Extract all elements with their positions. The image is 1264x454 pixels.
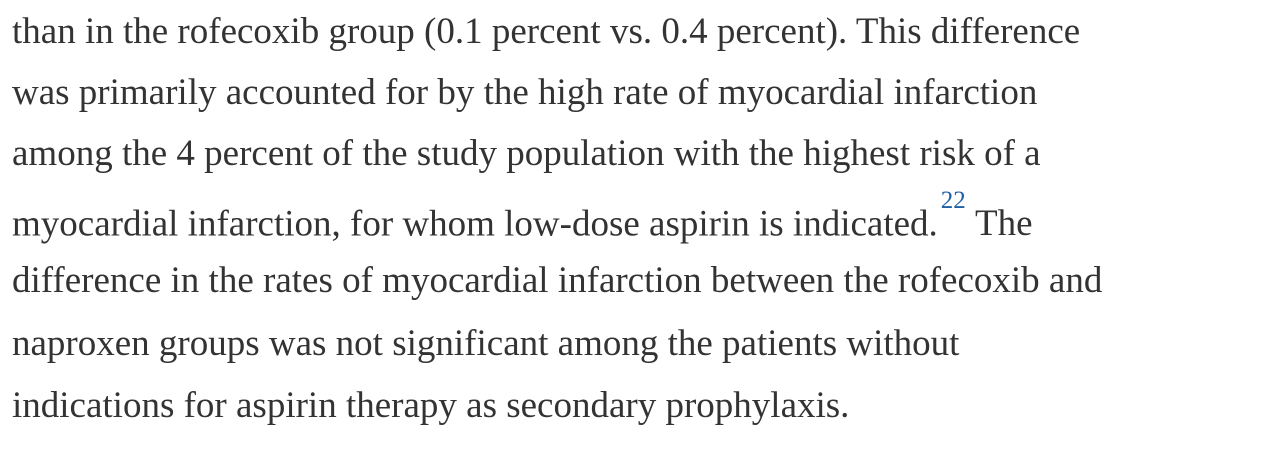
line-5-text: in the rates of myocardial infarction be… xyxy=(161,260,1103,301)
highlighted-text: difference xyxy=(12,260,162,301)
line-6-text: naproxen groups xyxy=(12,323,269,364)
text-line-3: among the 4 percent of the study populat… xyxy=(12,130,1041,178)
text-line-1: than in the rofecoxib group (0.1 percent… xyxy=(12,8,1080,56)
line-7-text: as secondary prophylaxis. xyxy=(456,385,850,426)
highlighted-text: was not significant among the patients w… xyxy=(268,323,960,364)
text-line-4: myocardial infarction, for whom low-dose… xyxy=(12,187,1039,253)
highlight-mark: was not significant among the patients w… xyxy=(269,320,960,368)
reference-link[interactable]: 22 xyxy=(940,187,966,214)
highlighted-text: The xyxy=(975,203,1033,245)
text-line-6: naproxen groups was not significant amon… xyxy=(12,320,959,368)
text-line-7: indications for aspirin therapy as secon… xyxy=(12,382,849,430)
line-1-text: than in the rofecoxib group (0.1 percent… xyxy=(12,11,1081,52)
highlighted-text: indications for aspirin therapy xyxy=(12,385,457,426)
text-line-5: difference in the rates of myocardial in… xyxy=(12,257,1102,305)
line-4-text: myocardial infarction, for whom low-dose… xyxy=(12,203,938,245)
text-line-2: was primarily accounted for by the high … xyxy=(12,69,1037,117)
highlight-mark: The xyxy=(972,200,1039,253)
highlight-mark: difference xyxy=(12,257,161,305)
line-3-text: among the 4 percent of the study populat… xyxy=(12,133,1041,174)
line-2-text: was primarily accounted for by the high … xyxy=(12,72,1038,113)
highlight-mark: indications for aspirin therapy xyxy=(12,382,457,430)
